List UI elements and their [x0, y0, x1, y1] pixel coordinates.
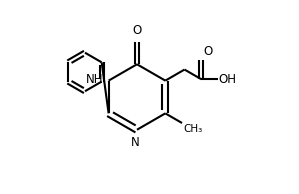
Text: OH: OH: [219, 73, 237, 86]
Text: O: O: [132, 24, 142, 37]
Text: O: O: [204, 45, 213, 58]
Text: CH₃: CH₃: [184, 124, 203, 134]
Text: N: N: [131, 136, 139, 149]
Text: NH: NH: [86, 73, 104, 86]
